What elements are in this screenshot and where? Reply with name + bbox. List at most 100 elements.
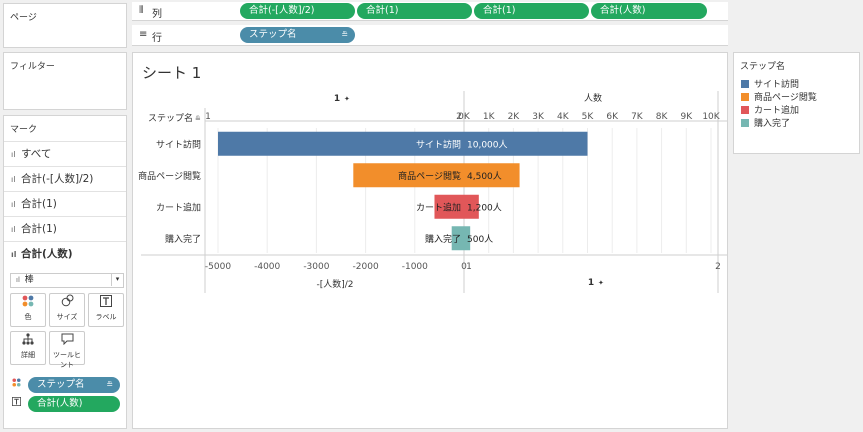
- bar-category-label: 購入完了: [425, 233, 461, 245]
- row-pill-label: ステップ名: [249, 29, 297, 40]
- bar-right: [464, 226, 471, 251]
- filters-title: フィルター: [10, 62, 55, 72]
- pages-title: ページ: [10, 13, 37, 23]
- bar-value-label: 1,200人: [467, 202, 502, 213]
- tick-label: 7K: [631, 112, 644, 122]
- tick-label: 3K: [532, 112, 545, 122]
- rows-title: 行: [152, 33, 162, 44]
- tick-label: -2000: [353, 262, 379, 272]
- tick-label: -4000: [254, 262, 280, 272]
- tick-label: -5000: [205, 262, 231, 272]
- bar-category-label: カート追加: [416, 201, 461, 213]
- pin-icon: ✦: [598, 279, 604, 287]
- column-pill-one-b[interactable]: 合計(1): [474, 3, 589, 19]
- legend-swatch: [741, 93, 749, 101]
- category-label: カート追加: [156, 201, 201, 213]
- detail-icon: [11, 332, 45, 350]
- tick-label: 1: [466, 262, 472, 272]
- bar-category-label: 商品ページ閲覧: [398, 170, 461, 182]
- marks-tab-all[interactable]: ıl すべて: [4, 141, 126, 166]
- tooltip-button[interactable]: ツールヒント: [49, 331, 85, 369]
- label-icon: [89, 294, 123, 312]
- mark-type-value: 棒: [24, 275, 34, 285]
- text-icon: [12, 397, 21, 409]
- tick-label: 1: [205, 112, 211, 122]
- bar-right: [464, 163, 520, 188]
- color-legend: ステップ名 サイト訪問 商品ページ閲覧 カート追加 購入完了: [733, 52, 860, 154]
- sort-icon: ≞: [195, 115, 201, 123]
- row-pill-step-name[interactable]: ステップ名 ≞: [240, 27, 355, 43]
- tick-label: 0: [461, 262, 467, 272]
- category-label: 商品ページ閲覧: [138, 170, 201, 182]
- tick-label: 9K: [680, 112, 693, 122]
- marks-card: マーク ıl すべて ıl 合計(-[人数]/2) ıl 合計(1) ıl 合計(1) …: [3, 115, 127, 429]
- columns-shelf[interactable]: ⦀ 列 合計(-[人数]/2) 合計(1) 合計(1) 合計(人数): [132, 2, 728, 21]
- category-label: サイト訪問: [156, 138, 201, 150]
- sort-icon: ≞: [341, 30, 348, 39]
- detail-button[interactable]: 詳細: [10, 331, 46, 365]
- legend-swatch: [741, 80, 749, 88]
- rows-shelf[interactable]: ≡ 行 ステップ名 ≞: [132, 25, 728, 46]
- color-icon: [11, 294, 45, 312]
- columns-icon: ⦀: [139, 5, 144, 16]
- bar-value-label: 10,000人: [467, 139, 508, 150]
- bar-icon: ıl: [11, 175, 16, 184]
- color-button[interactable]: 色: [10, 293, 46, 327]
- bar-value-label: 500人: [467, 234, 493, 245]
- bar-icon: ıl: [11, 225, 16, 234]
- bar-category-label: サイト訪問: [416, 138, 461, 150]
- marks-tab-one-b[interactable]: ıl 合計(1): [4, 216, 126, 241]
- bar-icon: ıl: [11, 150, 16, 159]
- tick-label: 2: [715, 262, 721, 272]
- label-button[interactable]: ラベル: [88, 293, 124, 327]
- category-label: 購入完了: [165, 233, 201, 245]
- tooltip-icon: [50, 332, 84, 350]
- bar-right: [464, 194, 479, 219]
- columns-title: 列: [152, 9, 162, 20]
- marks-tab-neg-half[interactable]: ıl 合計(-[人数]/2): [4, 166, 126, 191]
- column-pill-neg-half-count[interactable]: 合計(-[人数]/2): [240, 3, 355, 19]
- pane3-header: 人数: [584, 92, 602, 104]
- legend-item-add-to-cart[interactable]: カート追加: [741, 103, 799, 116]
- pages-shelf[interactable]: ページ: [3, 3, 127, 48]
- size-button[interactable]: サイズ: [49, 293, 85, 327]
- bar-icon: ıl: [16, 276, 20, 284]
- mark-type-select[interactable]: ıl 棒 ▾: [10, 273, 124, 288]
- tick-label: -3000: [303, 262, 329, 272]
- size-icon: [50, 294, 84, 312]
- tick-label: 8K: [656, 112, 669, 122]
- color-field-pill[interactable]: ステップ名 ≞: [28, 377, 120, 393]
- legend-item-product-view[interactable]: 商品ページ閲覧: [741, 90, 817, 103]
- legend-item-site-visit[interactable]: サイト訪問: [741, 77, 799, 90]
- label-field-pill[interactable]: 合計(人数): [28, 396, 120, 412]
- funnel-chart: 1 ✦ 人数 ステップ名 ≞ -[人数]/2 1 ✦ 1 20K 1K 2K 3K 4K 5…: [138, 91, 727, 293]
- color-dots-icon: [12, 378, 21, 390]
- chevron-down-icon: ▾: [111, 273, 123, 286]
- tick-label: 4K: [557, 112, 570, 122]
- bar-value-label: 4,500人: [467, 171, 502, 182]
- bar-left: [434, 194, 464, 219]
- tick-label: 2K: [508, 112, 521, 122]
- filters-shelf[interactable]: フィルター: [3, 52, 127, 110]
- marks-tab-count[interactable]: ıl 合計(人数): [4, 241, 126, 266]
- column-pill-one-a[interactable]: 合計(1): [357, 3, 472, 19]
- bar-left: [353, 163, 464, 188]
- marks-tab-one-a[interactable]: ıl 合計(1): [4, 191, 126, 216]
- sheet-title: シート 1: [142, 64, 202, 82]
- legend-swatch: [741, 106, 749, 114]
- pin-icon: ✦: [344, 95, 350, 103]
- tick-label: 1K: [483, 112, 496, 122]
- bar-right: [464, 131, 588, 156]
- bar-icon: ıl: [11, 200, 16, 209]
- bar-icon: ıl: [11, 250, 17, 259]
- bar-left: [451, 226, 464, 251]
- legend-item-purchase[interactable]: 購入完了: [741, 116, 790, 129]
- bar-left: [218, 131, 464, 156]
- sort-icon: ≞: [106, 380, 113, 389]
- pane1-header: 1: [334, 94, 340, 104]
- row-header: ステップ名: [148, 112, 193, 124]
- pane1-axis-title: -[人数]/2: [316, 278, 353, 290]
- rows-icon: ≡: [139, 29, 148, 40]
- column-pill-count[interactable]: 合計(人数): [591, 3, 707, 19]
